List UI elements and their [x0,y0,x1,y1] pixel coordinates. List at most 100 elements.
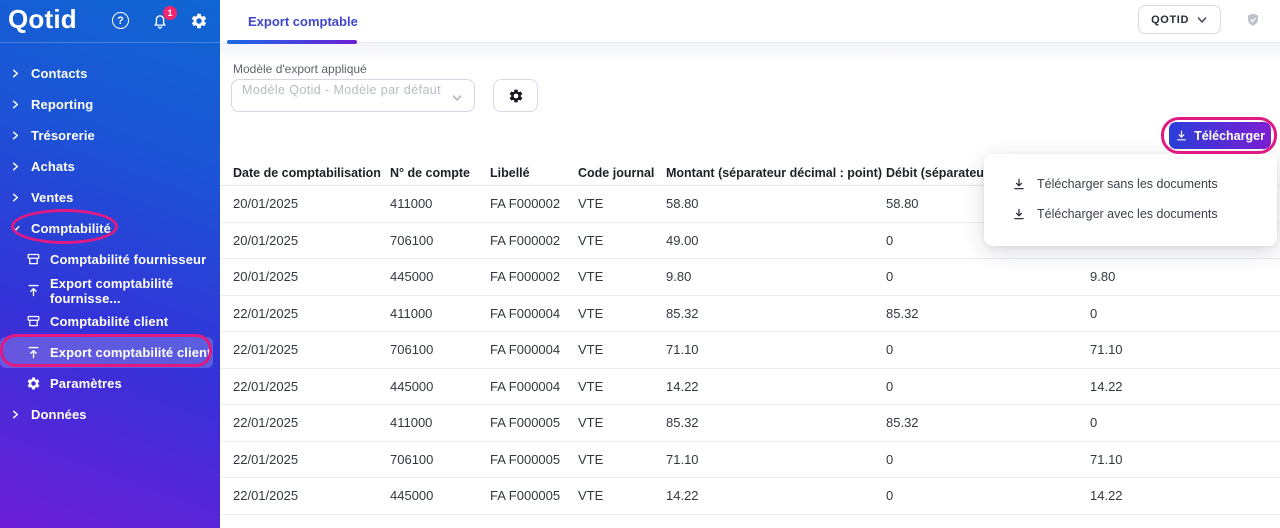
notifications-bell-icon[interactable]: 1 [151,6,177,30]
journal-icon [26,314,41,329]
sidebar-item-parametres[interactable]: Paramètres [0,368,213,399]
sidebar-item-label: Contacts [31,66,88,81]
cell-credit: 71.10 [1090,342,1123,358]
download-button[interactable]: Télécharger [1169,122,1271,149]
table-row[interactable]: 22/01/2025 411000 FA F000004 VTE 85.32 8… [220,295,1280,332]
table-row[interactable]: 22/01/2025 411000 FA F000005 VTE 85.32 8… [220,405,1280,442]
cell-debit: 0 [886,378,894,394]
cell-montant: 9.80 [666,269,692,285]
cell-code: VTE [578,305,604,321]
cell-date: 22/01/2025 [233,488,299,504]
help-icon[interactable]: ? [112,12,130,30]
sidebar-item-comptabilite[interactable]: Comptabilité [0,213,220,244]
tab-export-comptable[interactable]: Export comptable [248,14,358,29]
chevron-right-icon [10,161,21,172]
cell-debit: 0 [886,342,894,358]
menu-item-download-with-documents[interactable]: Télécharger avec les documents [984,199,1277,229]
cell-code: VTE [578,415,604,431]
sidebar-item-comptabilite-fournisseur[interactable]: Comptabilité fournisseur [0,244,213,275]
sidebar-item-label: Comptabilité fournisseur [50,252,207,267]
menu-item-label: Télécharger avec les documents [1037,207,1218,221]
cell-credit: 0 [1090,415,1098,431]
cell-code: VTE [578,451,604,467]
cell-date: 22/01/2025 [233,451,299,467]
column-header-debit: Débit (séparateur d [886,165,1000,180]
sidebar-item-label: Reporting [31,97,94,112]
export-model-label: Modèle d'export appliqué [233,62,367,76]
cell-libelle: FA F000004 [490,378,561,394]
cell-credit: 14.22 [1090,378,1123,394]
column-header-montant: Montant (séparateur décimal : point) [666,165,882,180]
cell-code: VTE [578,196,604,212]
main-content: Modèle d'export appliqué Modèle Qotid - … [220,43,1280,528]
table-row[interactable]: 22/01/2025 706100 FA F000005 VTE 71.10 0… [220,441,1280,478]
cell-compte: 706100 [390,451,434,467]
sidebar-header: Qotid ? 1 [0,0,220,43]
table-row[interactable]: 22/01/2025 706100 FA F000004 VTE 71.10 0… [220,332,1280,369]
cell-compte: 445000 [390,488,434,504]
sidebar-item-export-comptabilite-fournisseur[interactable]: Export comptabilité fournisse... [0,275,213,306]
cell-montant: 58.80 [666,196,699,212]
cell-credit: 71.10 [1090,451,1123,467]
org-switcher-label: QOTID [1151,13,1189,26]
download-button-label: Télécharger [1194,128,1265,143]
cell-date: 22/01/2025 [233,415,299,431]
cell-libelle: FA F000004 [490,342,561,358]
sidebar-item-label: Export comptabilité fournisse... [50,275,174,306]
table-row[interactable]: 22/01/2025 445000 FA F000004 VTE 14.22 0… [220,368,1280,405]
cell-compte: 445000 [390,378,434,394]
cell-debit: 85.32 [886,415,919,431]
column-header-code-journal: Code journal [578,165,655,180]
table-row[interactable]: 20/01/2025 445000 FA F000002 VTE 9.80 0 … [220,259,1280,296]
cell-compte: 411000 [390,415,433,431]
sidebar-item-reporting[interactable]: Reporting [0,89,220,120]
column-header-compte: N° de compte [390,165,471,180]
menu-item-download-without-documents[interactable]: Télécharger sans les documents [984,169,1277,199]
export-model-settings-button[interactable] [493,79,538,112]
cell-date: 20/01/2025 [233,269,299,285]
cell-montant: 85.32 [666,305,699,321]
cell-libelle: FA F000004 [490,305,561,321]
chevron-right-icon [10,130,21,141]
cell-compte: 411000 [390,305,433,321]
table-header-row: Date de comptabilisation N° de compte Li… [220,160,1280,186]
org-switcher-button[interactable]: QOTID [1138,5,1221,34]
sidebar-item-ventes[interactable]: Ventes [0,182,220,213]
export-model-value: Modèle Qotid - Modèle par défaut [242,83,442,97]
shield-check-icon [1245,11,1261,29]
cell-montant: 49.00 [666,232,699,248]
cell-credit: 14.22 [1090,488,1123,504]
sidebar-item-label: Données [31,407,87,422]
cell-debit: 0 [886,269,894,285]
sidebar-item-contacts[interactable]: Contacts [0,58,220,89]
sidebar-item-export-comptabilite-client[interactable]: Export comptabilité client [0,337,213,368]
sidebar-item-achats[interactable]: Achats [0,151,220,182]
upload-icon [26,345,41,360]
chevron-down-icon [10,223,21,234]
sidebar-item-donnees[interactable]: Données [0,399,220,430]
table-row[interactable]: 22/01/2025 445000 FA F000005 VTE 14.22 0… [220,478,1280,515]
export-model-select[interactable]: Modèle Qotid - Modèle par défaut [231,79,475,112]
cell-date: 22/01/2025 [233,378,299,394]
settings-gear-icon[interactable] [190,12,208,30]
chevron-right-icon [10,409,21,420]
cell-libelle: FA F000002 [490,269,561,285]
sidebar-item-tresorerie[interactable]: Trésorerie [0,120,220,151]
sidebar-item-comptabilite-client[interactable]: Comptabilité client [0,306,213,337]
cell-libelle: FA F000005 [490,488,561,504]
download-dropdown-menu: Télécharger sans les documents Télécharg… [984,154,1277,246]
cell-compte: 706100 [390,342,434,358]
cell-date: 20/01/2025 [233,196,299,212]
column-header-date: Date de comptabilisation [233,165,381,180]
cell-montant: 85.32 [666,415,699,431]
cell-code: VTE [578,232,604,248]
journal-icon [26,252,41,267]
chevron-down-icon [451,92,463,104]
cell-montant: 14.22 [666,378,699,394]
cell-date: 22/01/2025 [233,305,299,321]
menu-item-label: Télécharger sans les documents [1037,177,1218,191]
cell-date: 20/01/2025 [233,232,299,248]
sidebar-nav: Contacts Reporting Trésorerie Achats Ven… [0,58,220,430]
notification-badge: 1 [163,6,177,20]
download-icon [1012,207,1026,221]
